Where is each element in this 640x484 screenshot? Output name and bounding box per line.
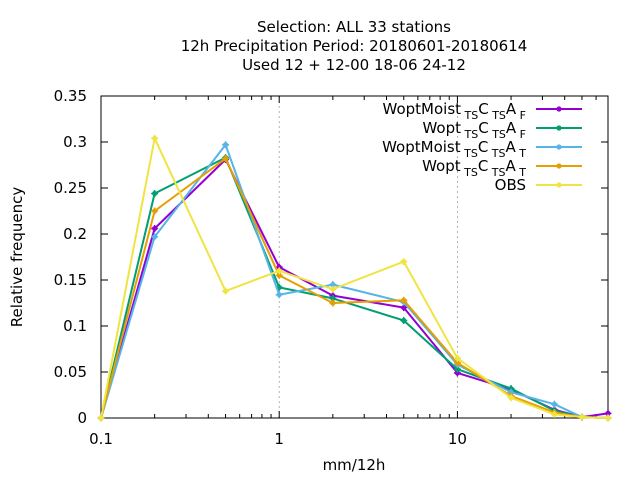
data-point — [222, 287, 230, 295]
data-point — [151, 233, 159, 241]
data-point — [329, 299, 337, 307]
data-point — [400, 316, 408, 324]
legend-item: WoptMoist TSC TSA T — [382, 138, 582, 160]
y-tick-label: 0.1 — [63, 317, 87, 335]
y-axis-label: Relative frequency — [8, 187, 26, 328]
data-point — [453, 354, 461, 362]
legend-item: Wopt TSC TSA T — [422, 157, 582, 179]
grid — [278, 96, 458, 418]
x-tick-label: 10 — [448, 430, 467, 448]
series — [97, 134, 612, 422]
legend-label: WoptMoist TSC TSA T — [382, 138, 526, 160]
legend-item: Wopt TSC TSA F — [422, 119, 582, 141]
data-point — [400, 296, 408, 304]
y-tick-label: 0.2 — [63, 225, 87, 243]
x-axis-label: mm/12h — [323, 456, 386, 474]
legend-label: Wopt TSC TSA T — [422, 157, 526, 179]
legend-item: OBS — [495, 176, 582, 194]
data-point — [222, 141, 230, 149]
data-point — [507, 394, 515, 402]
data-point — [97, 414, 105, 422]
data-point — [151, 224, 159, 232]
data-point — [550, 410, 558, 418]
legend-marker — [556, 125, 562, 131]
y-tick-label: 0.35 — [54, 87, 87, 105]
data-point — [151, 207, 159, 215]
series-line — [100, 137, 609, 419]
y-tick-label: 0.3 — [63, 133, 87, 151]
series-lines — [97, 134, 612, 422]
data-point — [604, 414, 612, 422]
plot-frame — [100, 95, 609, 419]
series — [97, 154, 612, 422]
series-line — [100, 158, 609, 419]
legend-label: Wopt TSC TSA F — [422, 119, 526, 141]
series — [97, 155, 612, 422]
legend-item: WoptMoist TSC TSA F — [383, 100, 582, 122]
data-point — [329, 285, 337, 293]
data-point — [550, 400, 558, 408]
y-tick-label: 0.25 — [54, 179, 87, 197]
y-tick-label: 0.15 — [54, 271, 87, 289]
plot-border — [100, 95, 609, 419]
legend-marker — [556, 163, 562, 169]
x-tick-label: 0.1 — [89, 430, 113, 448]
legend-label: OBS — [495, 176, 526, 194]
axis-ticks: 0 0.05 0.1 0.15 0.2 0.25 0.3 0.35 0.1 1 10 — [54, 87, 609, 448]
series-line — [100, 157, 609, 419]
data-point — [222, 155, 230, 163]
y-tick-label: 0.05 — [54, 363, 87, 381]
title-line: 12h Precipitation Period: 20180601-20180… — [181, 37, 528, 55]
title-line: Selection: ALL 33 stations — [257, 18, 451, 36]
x-tick-label: 1 — [274, 430, 284, 448]
data-point — [151, 134, 159, 142]
data-point — [275, 267, 283, 275]
data-point — [400, 258, 408, 266]
legend-marker — [556, 144, 562, 150]
data-point — [578, 413, 586, 421]
data-point — [275, 291, 283, 299]
series-line — [100, 156, 609, 419]
legend-marker — [556, 106, 562, 112]
data-point — [151, 190, 159, 198]
title-line: Used 12 + 12-00 18-06 24-12 — [242, 56, 466, 74]
legend-marker — [556, 182, 562, 188]
legend-label: WoptMoist TSC TSA F — [383, 100, 527, 122]
y-tick-label: 0 — [77, 409, 87, 427]
